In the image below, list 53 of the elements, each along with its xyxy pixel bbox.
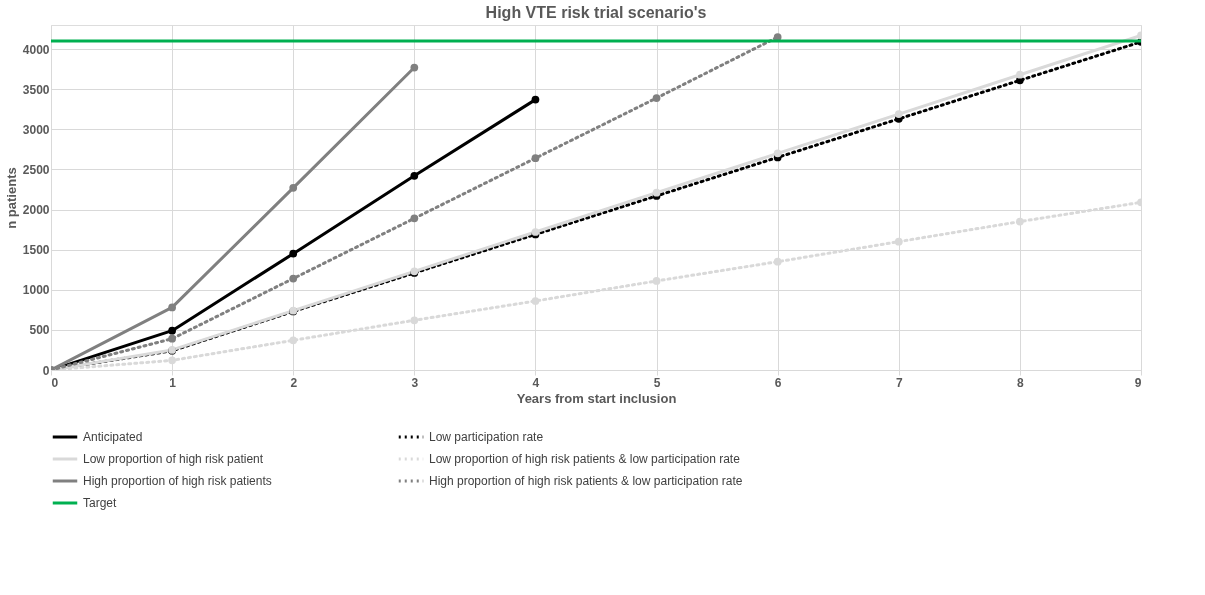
legend-label: Low proportion of high risk patient (83, 452, 264, 466)
legend-label: Anticipated (83, 430, 143, 444)
legend-label: High proportion of high risk patients & low participation rate (429, 474, 743, 488)
point (289, 336, 298, 345)
point (773, 33, 782, 41)
y-tick-label: 500 (29, 323, 50, 338)
y-tick-label: 2500 (22, 162, 50, 177)
point (894, 237, 903, 246)
point (531, 154, 540, 163)
point (410, 316, 419, 325)
legend-label: Target (83, 496, 118, 510)
y-tick-label: 3500 (22, 82, 50, 97)
point (773, 257, 782, 266)
x-tick-label: 5 (653, 375, 661, 390)
x-tick-label: 1 (169, 375, 177, 390)
point (410, 214, 419, 223)
x-tick-label: 8 (1017, 375, 1025, 390)
point (652, 94, 661, 102)
point (168, 303, 176, 312)
point (289, 274, 298, 283)
point (773, 149, 782, 158)
point (894, 110, 903, 118)
point (652, 188, 661, 197)
y-tick-label: 4000 (22, 42, 50, 57)
x-axis-title: Years from start inclusion (516, 390, 677, 406)
y-tick-label: 2000 (22, 203, 50, 218)
point (289, 249, 298, 258)
chart-title: High VTE risk trial scenario's (485, 4, 707, 21)
legend-label: Low participation rate (429, 430, 544, 444)
x-tick-label: 9 (1134, 375, 1142, 390)
x-tick-label: 2 (290, 375, 298, 390)
legend-label: High proportion of high risk patients (83, 474, 272, 488)
y-tick-label: 1000 (22, 283, 50, 298)
y-axis-title: n patients (3, 167, 19, 229)
y-tick-label: 1500 (22, 243, 50, 258)
point (1016, 217, 1024, 226)
point (531, 95, 540, 104)
point (168, 356, 176, 365)
y-tick-label: 0 (42, 363, 50, 378)
x-tick-label: 4 (532, 375, 540, 390)
point (652, 277, 661, 285)
x-tick-label: 7 (895, 375, 903, 390)
legend-label: Low proportion of high risk patients & low participation rate (429, 452, 741, 466)
point (531, 297, 540, 305)
point (289, 184, 298, 192)
point (1016, 70, 1024, 79)
y-tick-label: 3000 (22, 122, 50, 137)
x-tick-label: 6 (774, 375, 782, 390)
point (410, 171, 419, 180)
point (168, 334, 176, 343)
point (168, 326, 176, 335)
point (410, 63, 419, 72)
x-tick-label: 3 (411, 375, 419, 390)
